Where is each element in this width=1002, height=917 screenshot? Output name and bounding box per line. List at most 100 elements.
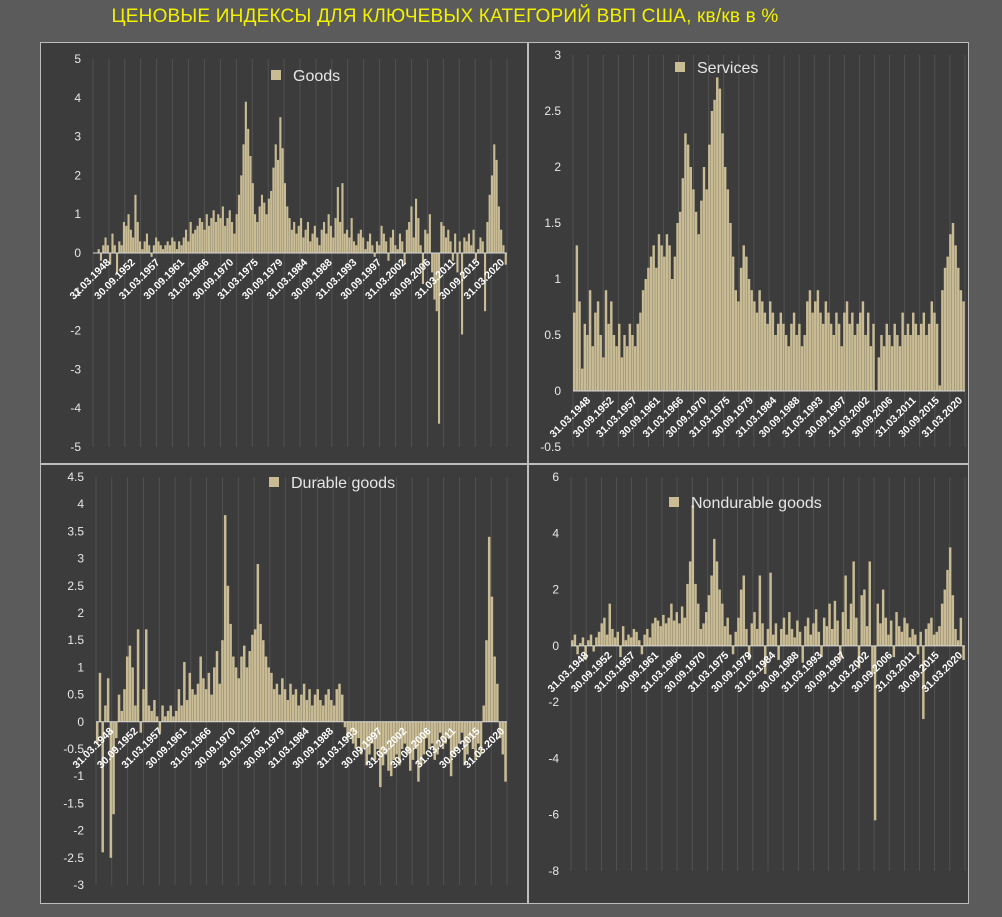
bar-goods: [431, 253, 434, 273]
bar-services: [877, 357, 881, 391]
bar-durable-goods: [403, 721, 407, 744]
bar-goods: [502, 245, 505, 253]
bar-services: [779, 312, 783, 391]
bar-goods: [143, 241, 146, 253]
bar-services: [702, 167, 706, 391]
bar-goods: [456, 253, 459, 273]
bar-services: [612, 335, 616, 391]
bar-nondurable-goods: [812, 623, 815, 646]
y-tick-label: 0: [77, 715, 84, 729]
bar-goods: [99, 253, 103, 261]
bar-durable-goods: [218, 683, 221, 722]
bar-goods: [256, 221, 259, 253]
y-tick-label: 2: [77, 606, 84, 620]
bar-goods: [159, 245, 162, 253]
bar-services: [927, 323, 931, 391]
bar-services: [792, 312, 796, 391]
bar-nondurable-goods: [686, 583, 689, 646]
y-tick-label: -4: [70, 401, 81, 415]
bar-nondurable-goods: [587, 640, 590, 646]
bar-nondurable-goods: [662, 614, 665, 646]
bar-services: [888, 335, 891, 391]
bar-services: [774, 335, 777, 391]
bar-services: [665, 234, 669, 391]
bar-goods: [194, 229, 197, 253]
bar-services: [758, 290, 761, 391]
bar-nondurable-goods: [892, 645, 896, 658]
bar-durable-goods: [321, 705, 325, 722]
bar-durable-goods: [433, 721, 437, 760]
y-tick-label: -1: [73, 769, 84, 783]
bar-durable-goods: [444, 721, 447, 744]
bar-services: [829, 323, 833, 391]
bar-durable-goods: [354, 721, 358, 749]
bar-nondurable-goods: [796, 620, 799, 646]
bar-nondurable-goods: [643, 634, 646, 646]
bar-goods: [389, 237, 392, 253]
bar-durable-goods: [362, 721, 366, 749]
bar-goods: [145, 233, 149, 253]
bar-nondurable-goods: [836, 620, 839, 646]
bar-durable-goods: [144, 629, 148, 722]
bar-nondurable-goods: [678, 623, 681, 646]
bar-goods: [352, 241, 356, 253]
bar-durable-goods: [343, 721, 347, 728]
bar-nondurable-goods: [699, 628, 703, 646]
bar-goods: [309, 241, 312, 253]
bar-goods: [488, 194, 491, 253]
bar-services: [814, 301, 817, 391]
bar-nondurable-goods: [753, 612, 756, 646]
bar-goods: [134, 194, 137, 253]
y-tick-label: 1.5: [67, 633, 84, 647]
bar-services: [832, 335, 836, 391]
bar-services: [959, 290, 963, 391]
bar-services: [880, 335, 883, 391]
bar-services: [604, 290, 608, 391]
bar-services: [739, 267, 743, 391]
bar-durable-goods: [370, 721, 374, 744]
bar-durable-goods: [240, 656, 243, 722]
bar-durable-goods: [147, 705, 151, 722]
bar-durable-goods: [498, 721, 502, 739]
bar-durable-goods: [417, 721, 420, 782]
bar-nondurable-goods: [868, 561, 871, 646]
bar-services: [625, 346, 629, 391]
bar-services: [914, 323, 918, 391]
bar-nondurable-goods: [916, 645, 920, 655]
bar-services: [618, 323, 621, 391]
bar-services: [787, 346, 790, 391]
bar-durable-goods: [202, 678, 205, 722]
bar-nondurable-goods: [774, 623, 778, 646]
bar-services: [692, 189, 695, 391]
bar-durable-goods: [425, 721, 428, 739]
bar-durable-goods: [297, 705, 300, 722]
bar-goods: [378, 245, 381, 253]
bar-goods: [396, 249, 399, 253]
bar-nondurable-goods: [935, 631, 938, 646]
bar-goods: [410, 206, 413, 253]
bar-nondurable-goods: [906, 623, 909, 646]
bar-durable-goods: [398, 721, 401, 766]
bar-services: [933, 312, 936, 391]
legend-label: Services: [697, 60, 758, 77]
bar-services: [824, 301, 828, 391]
bar-goods: [447, 229, 450, 253]
bar-services: [710, 111, 714, 391]
bar-durable-goods: [460, 721, 464, 733]
bar-goods: [178, 241, 181, 253]
bar-services: [649, 256, 653, 391]
bar-durable-goods: [134, 705, 137, 722]
bar-nondurable-goods: [820, 645, 823, 658]
bar-services: [901, 312, 904, 391]
bar-services: [684, 133, 687, 391]
bar-nondurable-goods: [790, 628, 794, 646]
bar-services: [837, 323, 841, 391]
bar-durable-goods: [191, 689, 194, 722]
bar-nondurable-goods: [675, 612, 678, 646]
bar-durable-goods: [150, 710, 153, 722]
bar-goods: [433, 253, 436, 300]
bar-goods: [293, 221, 296, 253]
bar-durable-goods: [346, 721, 349, 739]
bar-nondurable-goods: [889, 620, 893, 646]
bar-durable-goods: [221, 640, 224, 722]
